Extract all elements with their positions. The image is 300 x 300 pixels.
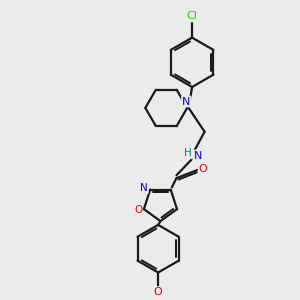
Text: N: N (182, 97, 190, 106)
Text: N: N (194, 151, 202, 160)
Text: N: N (140, 183, 148, 193)
Text: O: O (199, 164, 208, 174)
Text: Cl: Cl (187, 11, 197, 21)
Text: O: O (154, 287, 163, 297)
Text: O: O (134, 205, 142, 215)
Text: H: H (184, 148, 192, 158)
